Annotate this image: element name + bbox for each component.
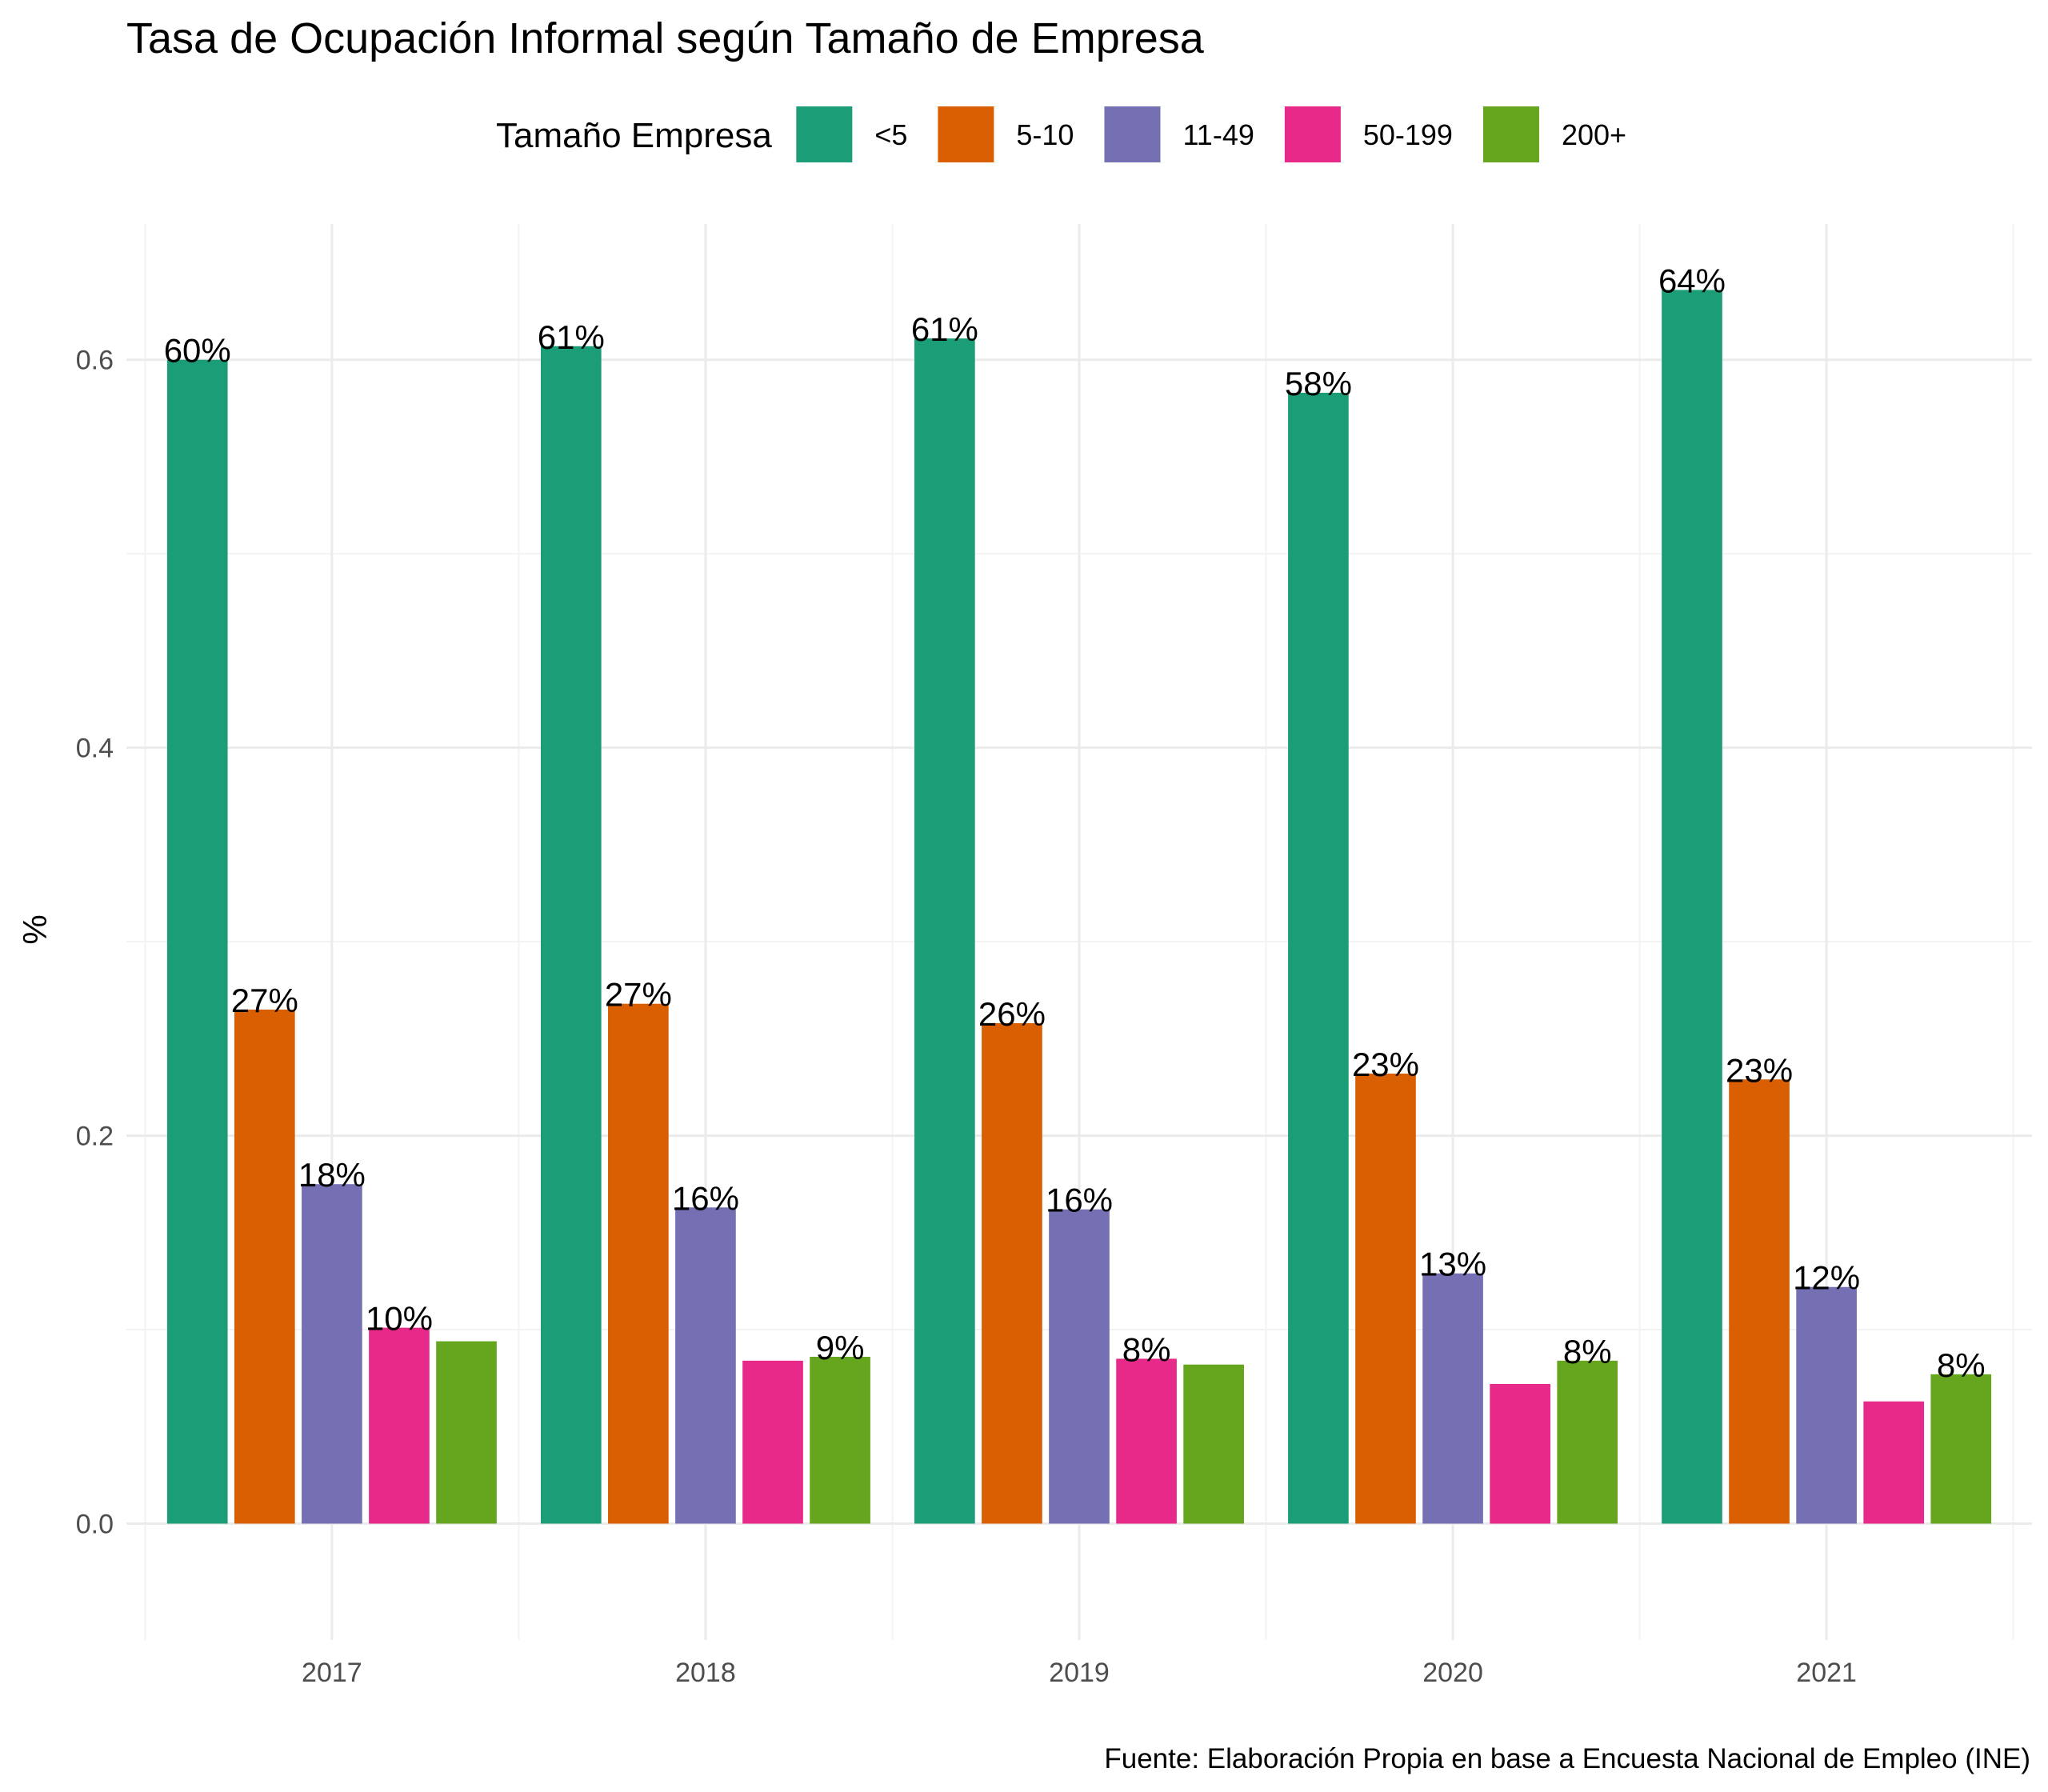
data-label: 13% xyxy=(1419,1246,1486,1283)
legend-key xyxy=(1482,106,1539,162)
bar-200+-2020 xyxy=(1557,1360,1618,1524)
bar-<5-2019 xyxy=(914,338,975,1524)
data-label: 16% xyxy=(672,1179,739,1217)
data-label: 27% xyxy=(605,976,672,1014)
data-label: 8% xyxy=(1122,1330,1171,1368)
legend-key xyxy=(1284,106,1341,162)
bar-5-10-2021 xyxy=(1729,1079,1790,1524)
data-label: 9% xyxy=(816,1329,865,1366)
x-tick-label: 2018 xyxy=(675,1658,736,1688)
bar-<5-2018 xyxy=(540,346,602,1524)
data-label: 18% xyxy=(298,1156,366,1194)
bar-50-199-2018 xyxy=(742,1360,803,1524)
data-label: 16% xyxy=(1046,1182,1113,1219)
legend-key xyxy=(938,106,994,162)
data-label: 12% xyxy=(1793,1259,1860,1297)
data-label: 26% xyxy=(978,995,1046,1033)
bar-50-199-2017 xyxy=(369,1327,430,1524)
legend-label: 200+ xyxy=(1562,118,1626,151)
caption: Fuente: Elaboración Propia en base a Enc… xyxy=(1104,1743,2030,1774)
data-label: 23% xyxy=(1352,1046,1419,1083)
y-tick-label: 0.2 xyxy=(76,1122,114,1152)
data-label: 8% xyxy=(1563,1333,1612,1370)
legend-label: <5 xyxy=(874,118,907,151)
bar-200+-2019 xyxy=(1183,1364,1244,1524)
bar-50-199-2021 xyxy=(1863,1401,1925,1524)
y-axis: 0.0 0.2 0.4 0.6 xyxy=(76,346,114,1540)
bar-5-10-2017 xyxy=(234,1009,295,1524)
bar-200+-2018 xyxy=(810,1357,870,1524)
data-label: 64% xyxy=(1658,262,1726,299)
bar-11-49-2021 xyxy=(1796,1286,1857,1524)
bar-200+-2017 xyxy=(436,1341,497,1524)
data-label: 23% xyxy=(1726,1051,1793,1089)
legend-key xyxy=(796,106,853,162)
bar-<5-2017 xyxy=(166,359,228,1524)
bar-11-49-2017 xyxy=(302,1184,362,1524)
x-tick-label: 2017 xyxy=(302,1658,362,1688)
y-tick-label: 0.6 xyxy=(76,346,114,376)
bar-11-49-2019 xyxy=(1049,1209,1110,1524)
legend-key xyxy=(1104,106,1161,162)
bars xyxy=(166,290,1992,1524)
bar-50-199-2020 xyxy=(1490,1383,1550,1524)
data-label: 58% xyxy=(1285,365,1352,402)
y-axis-title: % xyxy=(16,914,54,944)
data-label: 61% xyxy=(538,318,605,356)
x-axis: 2017 2018 2019 2020 2021 xyxy=(302,1658,1857,1688)
data-label: 60% xyxy=(164,332,231,370)
legend: Tamaño Empresa <5 5-10 11-49 50-199 200+ xyxy=(496,106,1626,162)
data-label: 61% xyxy=(911,310,978,348)
data-labels: 60% 61% 61% 58% 64% 27% 27% 26% 23% 23% 18% 16% 16% 1… xyxy=(164,262,1986,1383)
bar-11-49-2018 xyxy=(675,1207,736,1524)
x-tick-label: 2021 xyxy=(1796,1658,1857,1688)
bar-200+-2021 xyxy=(1930,1374,1992,1524)
y-tick-label: 0.0 xyxy=(76,1510,114,1540)
y-tick-label: 0.4 xyxy=(76,734,114,764)
bar-11-49-2020 xyxy=(1422,1273,1483,1524)
bar-50-199-2019 xyxy=(1116,1358,1177,1524)
bar-5-10-2020 xyxy=(1355,1074,1416,1524)
data-label: 10% xyxy=(366,1300,433,1338)
legend-label: 5-10 xyxy=(1016,118,1074,151)
legend-label: 11-49 xyxy=(1182,118,1254,151)
chart-title: Tasa de Ocupación Informal según Tamaño … xyxy=(126,14,1205,62)
bar-<5-2021 xyxy=(1662,290,1722,1524)
bar-5-10-2018 xyxy=(608,1003,669,1524)
legend-title: Tamaño Empresa xyxy=(496,116,772,155)
x-tick-label: 2019 xyxy=(1049,1658,1110,1688)
legend-label: 50-199 xyxy=(1363,118,1453,151)
data-label: 27% xyxy=(231,982,298,1019)
bar-5-10-2019 xyxy=(982,1022,1042,1524)
data-label: 8% xyxy=(1937,1346,1986,1384)
bar-<5-2020 xyxy=(1288,392,1349,1524)
x-tick-label: 2020 xyxy=(1422,1658,1483,1688)
